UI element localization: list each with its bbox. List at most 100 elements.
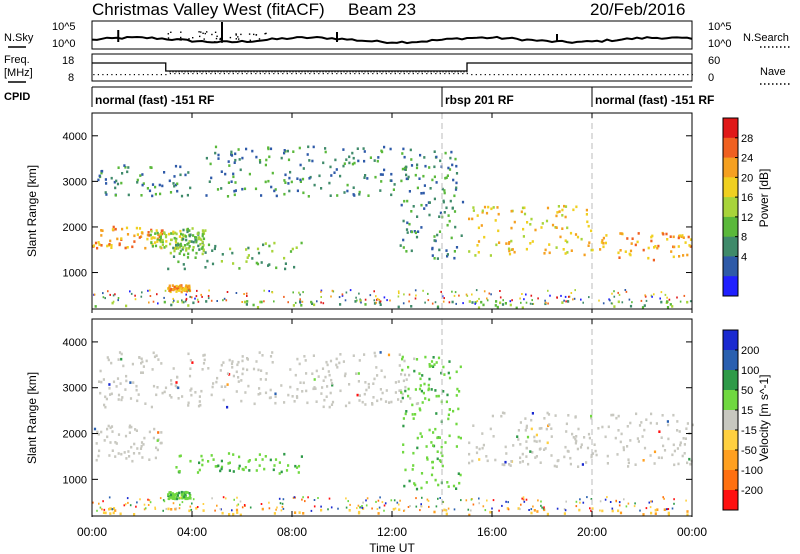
heatmap-cell <box>460 234 463 237</box>
heatmap-cell <box>361 505 363 507</box>
heatmap-cell <box>237 360 240 364</box>
heatmap-cell <box>258 453 261 456</box>
heatmap-cell <box>502 299 504 302</box>
heatmap-cell <box>664 293 667 296</box>
nave-dot <box>669 74 671 76</box>
heatmap-cell <box>351 162 354 166</box>
heatmap-cell <box>444 176 447 180</box>
heatmap-cell <box>373 351 376 355</box>
heatmap-cell <box>188 495 191 499</box>
heatmap-cell <box>257 368 260 372</box>
heatmap-cell <box>188 374 192 378</box>
heatmap-cell <box>422 289 424 292</box>
heatmap-cell <box>443 191 446 195</box>
heatmap-cell <box>179 286 182 290</box>
heatmap-cell <box>173 299 175 302</box>
heatmap-cell <box>154 232 157 235</box>
heatmap-cell <box>339 353 342 356</box>
heatmap-cell <box>517 507 520 510</box>
heatmap-cell <box>220 465 224 469</box>
heatmap-cell <box>172 232 175 236</box>
heatmap-cell <box>184 494 188 498</box>
nave-dot <box>184 71 186 73</box>
nave-dot <box>430 73 432 75</box>
heatmap-cell <box>436 436 439 440</box>
heatmap-cell <box>111 301 114 305</box>
heatmap-cell <box>107 290 109 293</box>
heatmap-cell <box>413 482 416 485</box>
heatmap-cell <box>540 500 542 503</box>
heatmap-cell <box>682 437 685 440</box>
heatmap-cell <box>112 507 116 510</box>
nave-dot <box>385 71 387 73</box>
heatmap-cell <box>651 295 653 298</box>
heatmap-cell <box>580 298 582 301</box>
heatmap-cell <box>358 394 361 397</box>
heatmap-cell <box>268 507 271 510</box>
heatmap-cell <box>476 244 479 247</box>
heatmap-cell <box>525 293 527 296</box>
noise-search-dot <box>200 31 202 33</box>
heatmap-cell <box>165 234 168 237</box>
nave-dot <box>253 71 255 73</box>
nave-dot <box>394 73 396 75</box>
heatmap-cell <box>402 246 405 249</box>
heatmap-cell <box>190 296 193 299</box>
nave-dot <box>373 71 375 73</box>
heatmap-cell <box>246 256 249 259</box>
noise-tick-top-left: 10^5 <box>52 21 76 33</box>
heatmap-cell <box>425 445 428 448</box>
heatmap-cell <box>97 178 100 182</box>
heatmap-cell <box>257 393 260 396</box>
heatmap-cell <box>432 431 435 434</box>
heatmap-cell <box>182 234 186 237</box>
heatmap-cell <box>170 495 174 498</box>
heatmap-cell <box>523 500 526 503</box>
heatmap-cell <box>303 355 306 358</box>
heatmap-cell <box>202 354 205 357</box>
colorbar-segment <box>723 490 738 511</box>
nave-dot <box>415 71 417 73</box>
heatmap-cell <box>194 391 197 394</box>
heatmap-cell <box>564 509 567 512</box>
heatmap-cell <box>318 174 321 178</box>
heatmap-cell <box>146 233 149 237</box>
nave-dot <box>172 71 174 73</box>
heatmap-cell <box>93 427 97 431</box>
heatmap-cell <box>117 166 120 169</box>
heatmap-cell <box>363 392 366 396</box>
heatmap-cell <box>180 232 183 236</box>
heatmap-cell <box>187 401 190 405</box>
heatmap-cell <box>283 151 286 155</box>
heatmap-cell <box>422 391 425 395</box>
nave-dot <box>268 71 270 73</box>
heatmap-cell <box>575 205 578 209</box>
heatmap-cell <box>176 182 179 186</box>
heatmap-cell <box>602 245 605 249</box>
heatmap-cell <box>415 402 418 406</box>
heatmap-cell <box>433 150 436 153</box>
heatmap-cell <box>401 357 404 361</box>
heatmap-cell <box>299 180 302 183</box>
heatmap-cell <box>691 423 694 427</box>
heatmap-cell <box>606 454 609 458</box>
heatmap-cell <box>161 391 164 395</box>
heatmap-cell <box>320 290 322 293</box>
heatmap-cell <box>264 163 267 167</box>
heatmap-cell <box>580 443 583 446</box>
heatmap-cell <box>525 301 528 304</box>
heatmap-cell <box>404 389 407 393</box>
heatmap-cell <box>175 385 178 389</box>
heatmap-cell <box>142 443 145 446</box>
heatmap-cell <box>468 300 471 303</box>
heatmap-cell <box>520 210 523 214</box>
heatmap-cell <box>183 244 187 247</box>
heatmap-cell <box>508 241 511 244</box>
heatmap-cell <box>262 243 265 247</box>
nave-dot <box>313 73 315 75</box>
nave-dot <box>346 71 348 73</box>
heatmap-cell <box>336 366 339 369</box>
heatmap-cell <box>352 186 355 189</box>
heatmap-cell <box>490 207 493 211</box>
heatmap-cell <box>689 462 692 466</box>
